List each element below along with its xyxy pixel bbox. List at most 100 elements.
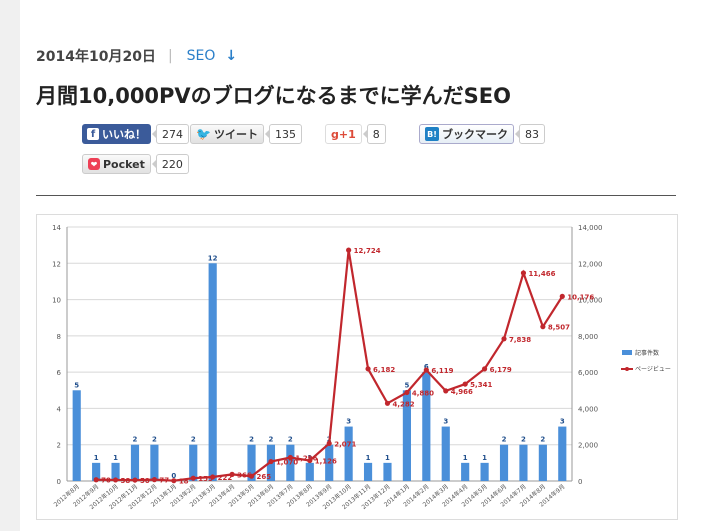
- line-data-label: 4,880: [412, 389, 434, 397]
- line-data-label: 5,341: [470, 381, 492, 389]
- share-twitter: 🐦 ツイート 135: [190, 124, 302, 144]
- hatena-count: 83: [515, 124, 545, 144]
- chart-bar: [538, 444, 547, 481]
- arrow-down-icon[interactable]: ↓: [225, 48, 238, 64]
- line-point: [423, 367, 429, 373]
- facebook-like-button[interactable]: f いいね！: [82, 124, 151, 144]
- chart-bar: [247, 444, 256, 481]
- chart-bar: [558, 426, 567, 481]
- google-plus-button[interactable]: g+1: [325, 124, 362, 144]
- line-point: [540, 324, 546, 330]
- facebook-like-label: いいね！: [102, 128, 146, 141]
- tweet-button[interactable]: 🐦 ツイート: [190, 124, 264, 144]
- line-point: [481, 366, 488, 372]
- y-left-tick-label: 8: [57, 333, 61, 341]
- google-plus-label: g+1: [331, 127, 356, 141]
- hatena-bookmark-label: ブックマーク: [442, 128, 508, 141]
- category-link[interactable]: SEO: [186, 48, 216, 64]
- line-point: [112, 477, 119, 483]
- line-point: [248, 473, 255, 479]
- bar-data-label: 2: [540, 436, 545, 444]
- content-divider: [36, 195, 676, 196]
- chart-bar: [325, 444, 334, 481]
- chart-bar: [441, 426, 450, 481]
- line-data-label: 12,724: [354, 247, 381, 255]
- chart-bar: [305, 462, 314, 481]
- y-left-tick-label: 2: [57, 442, 61, 450]
- y-right-tick-label: 6,000: [578, 369, 598, 377]
- chart-bar: [519, 444, 528, 481]
- line-data-label: 7,838: [509, 336, 531, 344]
- bar-data-label: 2: [269, 436, 274, 444]
- google-plus-count: 8: [362, 124, 386, 144]
- bar-data-label: 2: [249, 436, 254, 444]
- legend-line-label: ページビュー: [635, 365, 671, 373]
- line-data-label: 1,126: [315, 458, 337, 466]
- twitter-count: 135: [264, 124, 302, 144]
- post-title: 月間10,000PVのブログになるまでに学んだSEO: [36, 84, 512, 108]
- line-data-label: 6,119: [431, 367, 453, 375]
- line-point: [287, 454, 293, 461]
- facebook-count: 274: [152, 124, 189, 144]
- bar-data-label: 1: [94, 454, 99, 462]
- line-data-label: 50: [140, 477, 150, 485]
- line-data-label: 2,071: [334, 440, 356, 448]
- share-hatena: B! ブックマーク 83: [419, 124, 545, 144]
- y-right-tick-label: 2,000: [578, 442, 598, 450]
- chart-bar: [383, 462, 392, 481]
- post-date: 2014年10月20日: [36, 49, 156, 65]
- y-left-tick-label: 6: [57, 369, 62, 377]
- y-right-tick-label: 4,000: [578, 405, 598, 413]
- line-point: [501, 336, 507, 342]
- chart-bar: [189, 444, 198, 481]
- chart-bar: [344, 426, 353, 481]
- bar-data-label: 2: [502, 436, 507, 444]
- chart-bar: [499, 444, 509, 481]
- pocket-label: Pocket: [103, 157, 145, 171]
- chart-bar: [402, 390, 411, 481]
- line-point: [268, 458, 274, 465]
- bar-data-label: 1: [113, 454, 118, 462]
- facebook-icon: f: [87, 128, 99, 140]
- hatena-bookmark-button[interactable]: B! ブックマーク: [419, 124, 514, 144]
- bar-data-label: 2: [133, 436, 138, 444]
- y-left-tick-label: 4: [57, 405, 62, 413]
- line-data-label: 155: [198, 475, 213, 483]
- chart-bar: [286, 444, 295, 481]
- line-point: [462, 381, 468, 387]
- pv-chart: 0 2 4 6 8 10 12 14 0 2,000 4,000 6,000 8,000 10,000 12…: [36, 214, 678, 520]
- chart-bar: [208, 263, 217, 481]
- legend-line-marker: [625, 367, 629, 371]
- y-left-tick-label: 10: [52, 297, 61, 305]
- line-data-label: 265: [257, 473, 272, 481]
- chart-svg: 0246810121402,0004,0006,0008,00010,00012…: [52, 224, 671, 511]
- line-data-label: 18: [179, 478, 189, 486]
- line-point: [346, 247, 352, 253]
- line-point: [210, 474, 216, 480]
- chart-bar: [480, 462, 489, 481]
- meta-separator: |: [167, 48, 173, 64]
- line-data-label: 70: [101, 477, 111, 485]
- share-pocket: ❤ Pocket 220: [82, 154, 189, 174]
- y-left-tick-label: 0: [57, 478, 61, 486]
- chart-bar: [150, 444, 159, 481]
- bar-data-label: 1: [307, 454, 312, 462]
- y-left-tick-label: 12: [52, 260, 61, 268]
- chart-bar: [92, 462, 101, 481]
- line-data-label: 77: [159, 477, 169, 485]
- bar-data-label: 1: [385, 454, 390, 462]
- line-data-label: 222: [218, 474, 233, 482]
- y-right-tick-label: 12,000: [578, 260, 603, 268]
- bar-data-label: 0: [171, 472, 176, 480]
- line-data-label: 366: [237, 471, 252, 479]
- chart-bar: [422, 372, 431, 481]
- share-facebook: f いいね！ 274: [82, 124, 189, 144]
- bar-data-label: 2: [152, 436, 157, 444]
- pocket-button[interactable]: ❤ Pocket: [82, 154, 151, 174]
- bar-data-label: 2: [288, 436, 293, 444]
- line-data-label: 58: [121, 477, 131, 485]
- bar-data-label: 3: [443, 418, 448, 426]
- bar-data-label: 2: [521, 436, 526, 444]
- bar-data-label: 1: [366, 454, 371, 462]
- bar-data-label: 5: [74, 381, 79, 389]
